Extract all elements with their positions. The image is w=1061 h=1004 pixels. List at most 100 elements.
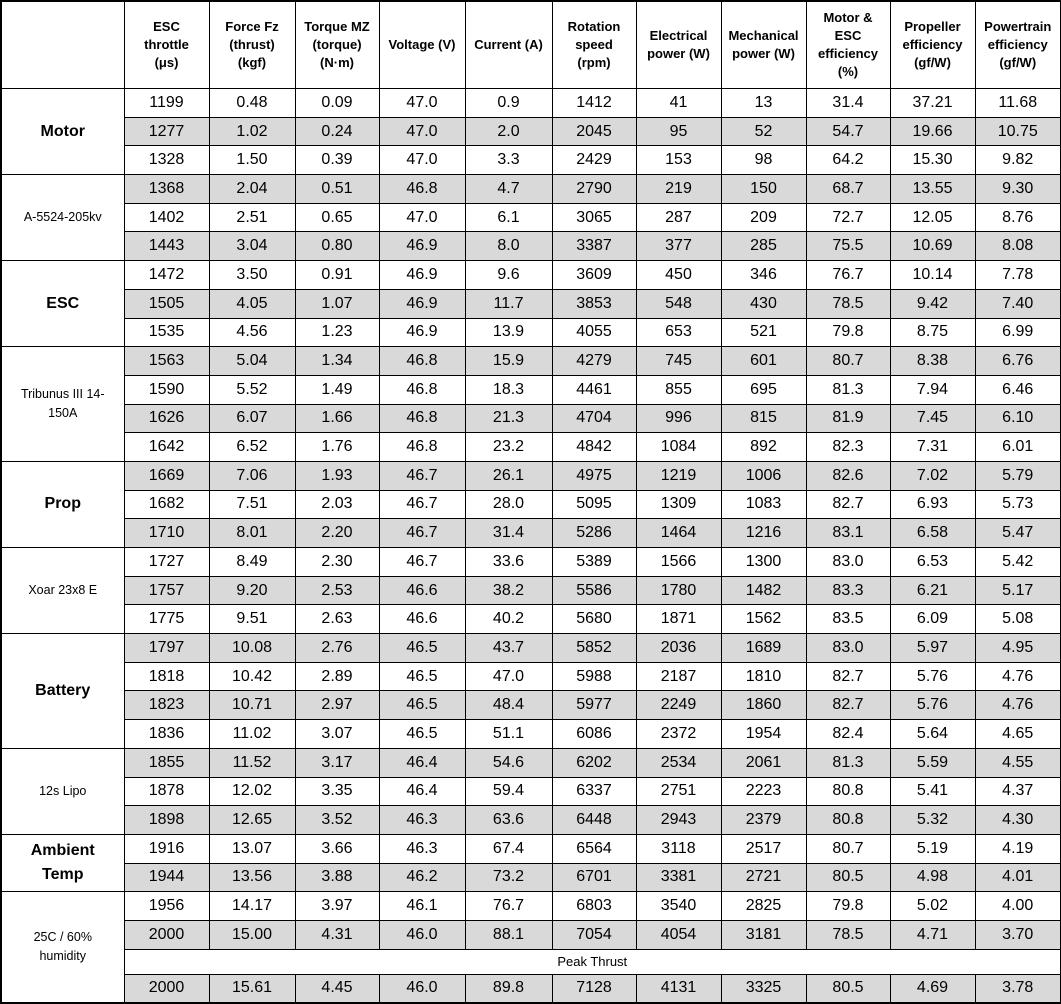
data-cell: 2825 bbox=[720, 891, 807, 921]
data-cell: 3.70 bbox=[974, 919, 1061, 950]
section-label: Tribunus III 14- 150A bbox=[0, 346, 125, 462]
data-cell: 1535 bbox=[123, 317, 210, 348]
data-cell: 1412 bbox=[551, 88, 637, 118]
data-cell: 13.07 bbox=[208, 833, 296, 864]
table-row: Motor 1199 0.48 0.09 47.0 0.9 1412 41 13 31.4 37.2… bbox=[0, 87, 1061, 176]
table-row: Prop 1669 7.06 1.93 46.7 26.1 4975 1219 1006 82.6… bbox=[0, 460, 1061, 549]
data-cell: 6.01 bbox=[974, 432, 1061, 462]
data-cell: 81.9 bbox=[805, 403, 891, 434]
data-cell: 892 bbox=[720, 432, 807, 462]
data-cell: 1006 bbox=[720, 460, 807, 491]
data-cell: 1.23 bbox=[294, 317, 380, 348]
data-cell: 46.0 bbox=[378, 919, 466, 950]
data-cell: 5.52 bbox=[208, 374, 296, 405]
data-cell: 4.45 bbox=[294, 973, 380, 1004]
data-cell: 8.0 bbox=[464, 231, 553, 262]
data-cell: 10.14 bbox=[889, 260, 976, 290]
data-cell: 1309 bbox=[635, 489, 722, 520]
table-row: Xoar 23x8 E 1727 8.49 2.30 46.7 33.6 5389 1566 1… bbox=[0, 546, 1061, 635]
data-cell: 6.1 bbox=[464, 202, 553, 233]
data-cell: 76.7 bbox=[464, 891, 553, 921]
data-cell: 2.0 bbox=[464, 116, 553, 147]
data-cell: 4131 bbox=[635, 973, 722, 1004]
data-cell: 1956 bbox=[123, 891, 210, 921]
data-cell: 2372 bbox=[635, 719, 722, 749]
data-cell: 9.20 bbox=[208, 575, 296, 606]
data-cell: 13.9 bbox=[464, 317, 553, 348]
data-cell: 12.65 bbox=[208, 805, 296, 835]
data-cell: 80.5 bbox=[805, 862, 891, 893]
data-cell: 11.52 bbox=[208, 747, 296, 778]
data-cell: 88.1 bbox=[464, 919, 553, 950]
data-cell: 4.7 bbox=[464, 174, 553, 204]
data-cell: 548 bbox=[635, 288, 722, 319]
data-cell: 1464 bbox=[635, 518, 722, 548]
data-cell: 0.91 bbox=[294, 260, 380, 290]
data-cell: 1216 bbox=[720, 518, 807, 548]
data-cell: 3325 bbox=[720, 973, 807, 1004]
data-cell: 1797 bbox=[123, 633, 210, 663]
data-cell: 46.4 bbox=[378, 747, 466, 778]
data-cell: 5977 bbox=[551, 690, 637, 721]
data-cell: 79.8 bbox=[805, 317, 891, 348]
data-cell: 2223 bbox=[720, 776, 807, 807]
data-cell: 2517 bbox=[720, 833, 807, 864]
data-cell: 8.75 bbox=[889, 317, 976, 348]
data-cell: 64.2 bbox=[805, 145, 891, 176]
data-cell: 2036 bbox=[635, 633, 722, 663]
table-row: Ambient Temp 1916 13.07 3.66 46.3 67.4 6564 311… bbox=[0, 833, 1061, 893]
data-cell: 13.56 bbox=[208, 862, 296, 893]
data-cell: 82.6 bbox=[805, 460, 891, 491]
data-cell: 430 bbox=[720, 288, 807, 319]
data-cell: 287 bbox=[635, 202, 722, 233]
data-cell: 1.76 bbox=[294, 432, 380, 462]
data-cell: 11.7 bbox=[464, 288, 553, 319]
data-cell: 3.97 bbox=[294, 891, 380, 921]
data-cell: 4.69 bbox=[889, 973, 976, 1004]
data-cell: 6.07 bbox=[208, 403, 296, 434]
data-cell: 14.17 bbox=[208, 891, 296, 921]
table-row: 1878 12.02 3.35 46.4 59.4 6337 2751 2223 80.8 5.4… bbox=[1, 776, 1061, 807]
data-cell: 5988 bbox=[551, 661, 637, 692]
data-cell: 377 bbox=[635, 231, 722, 262]
column-header-9: Propeller efficiency (gf/W) bbox=[889, 0, 976, 89]
data-cell: 0.51 bbox=[294, 174, 380, 204]
data-cell: 5852 bbox=[551, 633, 637, 663]
data-cell: 4.00 bbox=[974, 891, 1061, 921]
data-cell: 1682 bbox=[123, 489, 210, 520]
data-cell: 3853 bbox=[551, 288, 637, 319]
data-cell: 3381 bbox=[635, 862, 722, 893]
data-cell: 46.8 bbox=[378, 174, 466, 204]
column-header-7: Mechanical power (W) bbox=[720, 0, 807, 89]
data-cell: 1878 bbox=[123, 776, 210, 807]
section-label: Ambient Temp bbox=[0, 833, 125, 893]
data-cell: 15.30 bbox=[889, 145, 976, 176]
data-cell: 4.55 bbox=[974, 747, 1061, 778]
data-cell: 10.69 bbox=[889, 231, 976, 262]
data-cell: 1402 bbox=[123, 202, 210, 233]
data-cell: 4.98 bbox=[889, 862, 976, 893]
table-header-row: ESC throttle (μs) Force Fz (thrust) (kgf)… bbox=[0, 0, 1061, 89]
data-cell: 46.5 bbox=[378, 690, 466, 721]
data-cell: 10.08 bbox=[208, 633, 296, 663]
data-cell: 68.7 bbox=[805, 174, 891, 204]
data-cell: 653 bbox=[635, 317, 722, 348]
data-cell: 3.07 bbox=[294, 719, 380, 749]
data-cell: 4.95 bbox=[974, 633, 1061, 663]
data-cell: 1710 bbox=[123, 518, 210, 548]
data-cell: 48.4 bbox=[464, 690, 553, 721]
table-row: 1898 12.65 3.52 46.3 63.6 6448 2943 2379 80.8 5.3… bbox=[1, 805, 1061, 835]
data-cell: 82.7 bbox=[805, 690, 891, 721]
data-cell: 8.38 bbox=[889, 346, 976, 376]
data-cell: 31.4 bbox=[464, 518, 553, 548]
data-cell: 153 bbox=[635, 145, 722, 176]
column-header-1: Force Fz (thrust) (kgf) bbox=[208, 0, 296, 89]
data-cell: 83.0 bbox=[805, 633, 891, 663]
data-cell: 8.49 bbox=[208, 547, 296, 577]
data-cell: 67.4 bbox=[464, 833, 553, 864]
data-cell: 6701 bbox=[551, 862, 637, 893]
data-cell: 98 bbox=[720, 145, 807, 176]
table-row: 2000 15.00 4.31 46.0 88.1 7054 4054 3181 78.5 4.7… bbox=[1, 919, 1061, 950]
data-cell: 0.9 bbox=[464, 88, 553, 118]
